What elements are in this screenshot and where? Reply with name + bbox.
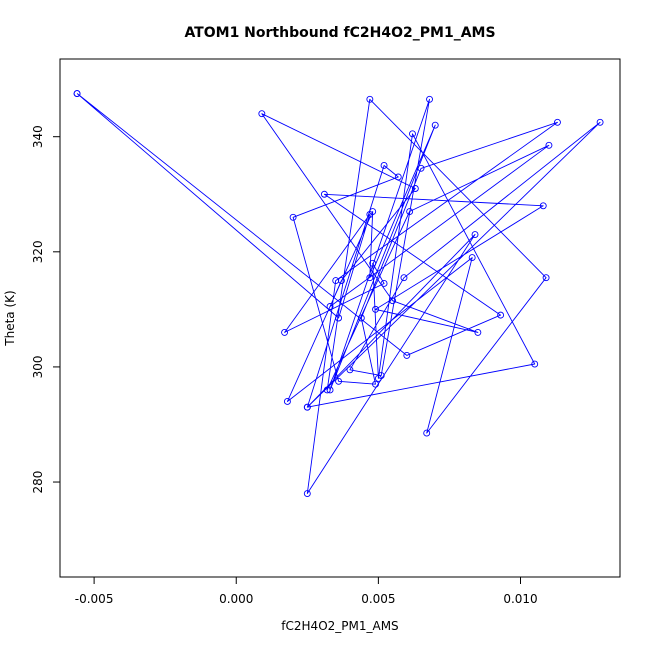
data-point	[417, 164, 425, 172]
data-point	[539, 202, 547, 210]
data-point	[283, 398, 291, 405]
x-tick-label: -0.005	[75, 592, 114, 606]
data-point	[303, 403, 311, 411]
y-tick-label: 280	[31, 471, 45, 494]
data-point	[357, 314, 365, 322]
data-point	[369, 259, 377, 267]
data-point	[403, 351, 411, 359]
data-point	[335, 314, 343, 322]
data-point	[531, 360, 539, 368]
y-axis-label: Theta (K)	[3, 290, 17, 346]
y-tick-label: 300	[31, 355, 45, 378]
x-axis-label: fC2H4O2_PM1_AMS	[281, 619, 398, 633]
data-point	[303, 490, 311, 497]
data-point	[471, 231, 479, 238]
data-points-layer	[73, 90, 604, 497]
x-tick-label: 0.005	[361, 592, 395, 606]
data-point	[468, 254, 476, 262]
data-point	[431, 121, 439, 129]
data-point	[389, 297, 397, 305]
data-point	[380, 280, 388, 287]
data-point	[423, 429, 431, 437]
y-tick-label: 320	[31, 240, 45, 263]
data-point	[411, 185, 419, 192]
data-point	[326, 386, 334, 394]
series-line	[76, 93, 601, 494]
data-point	[258, 110, 266, 118]
x-tick-label: 0.000	[219, 592, 253, 606]
data-point	[366, 274, 374, 282]
data-point	[320, 190, 328, 198]
y-axis: 280 300 320 340	[31, 125, 61, 494]
data-point	[377, 372, 385, 380]
data-point	[400, 274, 408, 282]
chart-title: ATOM1 Northbound fC2H4O2_PM1_AMS	[184, 25, 495, 41]
data-point	[596, 118, 604, 126]
data-point	[426, 95, 433, 103]
data-point	[409, 130, 416, 138]
data-point	[369, 208, 377, 215]
data-point	[346, 366, 354, 374]
data-point	[372, 305, 379, 313]
x-tick-label: 0.010	[503, 592, 537, 606]
data-point	[554, 118, 561, 126]
data-point	[380, 162, 388, 169]
data-line-layer	[76, 93, 601, 494]
data-point	[335, 377, 343, 385]
x-axis: -0.005 0.000 0.005 0.010	[75, 576, 538, 606]
data-point	[323, 386, 331, 394]
data-point	[394, 173, 402, 181]
data-point	[337, 277, 345, 285]
data-point	[542, 274, 550, 282]
data-point	[545, 141, 553, 149]
data-point	[281, 328, 289, 336]
data-point	[372, 380, 379, 388]
data-point	[474, 328, 482, 336]
data-point	[366, 95, 374, 103]
data-point	[497, 311, 505, 319]
data-point	[289, 213, 297, 221]
y-tick-label: 340	[31, 125, 45, 148]
data-point	[406, 208, 414, 215]
data-point	[326, 303, 334, 310]
data-point	[73, 90, 81, 97]
